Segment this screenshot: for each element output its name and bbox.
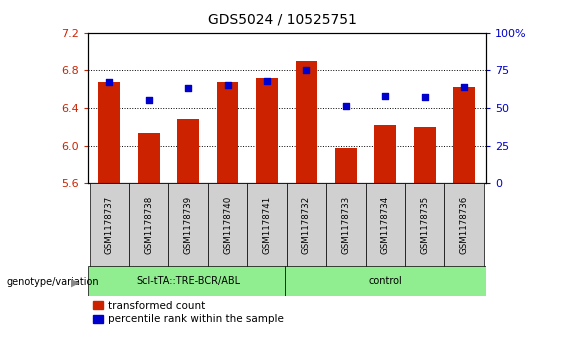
Bar	[98, 82, 120, 183]
Bar	[247, 183, 286, 267]
Bar	[129, 183, 168, 267]
Point	[341, 103, 350, 109]
Bar	[453, 87, 475, 183]
Text: Scl-tTA::TRE-BCR/ABL: Scl-tTA::TRE-BCR/ABL	[136, 276, 240, 286]
Point	[223, 82, 232, 88]
Bar	[295, 61, 318, 183]
Bar	[335, 148, 357, 183]
Bar	[285, 266, 486, 296]
Bar	[326, 183, 366, 267]
Point	[105, 79, 114, 85]
Bar	[208, 183, 247, 267]
Bar	[286, 183, 326, 267]
Bar	[168, 183, 208, 267]
Bar	[88, 266, 285, 296]
Text: GDS5024 / 10525751: GDS5024 / 10525751	[208, 13, 357, 27]
Text: GSM1178734: GSM1178734	[381, 196, 390, 254]
Bar	[217, 82, 238, 183]
Point	[263, 78, 272, 84]
Text: GSM1178735: GSM1178735	[420, 196, 429, 254]
Point	[460, 84, 469, 90]
Point	[144, 98, 153, 103]
Bar	[138, 134, 159, 183]
Text: GSM1178736: GSM1178736	[460, 196, 469, 254]
Point	[302, 68, 311, 73]
Text: GSM1178732: GSM1178732	[302, 196, 311, 254]
Bar	[89, 183, 129, 267]
Bar	[414, 127, 436, 183]
Point	[381, 93, 390, 99]
Legend: transformed count, percentile rank within the sample: transformed count, percentile rank withi…	[93, 301, 284, 324]
Bar	[177, 119, 199, 183]
Text: ▶: ▶	[71, 277, 80, 287]
Text: GSM1178737: GSM1178737	[105, 196, 114, 254]
Text: genotype/variation: genotype/variation	[7, 277, 99, 287]
Point	[420, 94, 429, 100]
Text: GSM1178738: GSM1178738	[144, 196, 153, 254]
Text: control: control	[368, 276, 402, 286]
Bar	[375, 125, 396, 183]
Bar	[366, 183, 405, 267]
Text: GSM1178740: GSM1178740	[223, 196, 232, 254]
Bar	[256, 78, 278, 183]
Bar	[405, 183, 445, 267]
Text: GSM1178733: GSM1178733	[341, 196, 350, 254]
Bar	[445, 183, 484, 267]
Point	[184, 86, 193, 91]
Text: GSM1178741: GSM1178741	[263, 196, 272, 254]
Text: GSM1178739: GSM1178739	[184, 196, 193, 254]
